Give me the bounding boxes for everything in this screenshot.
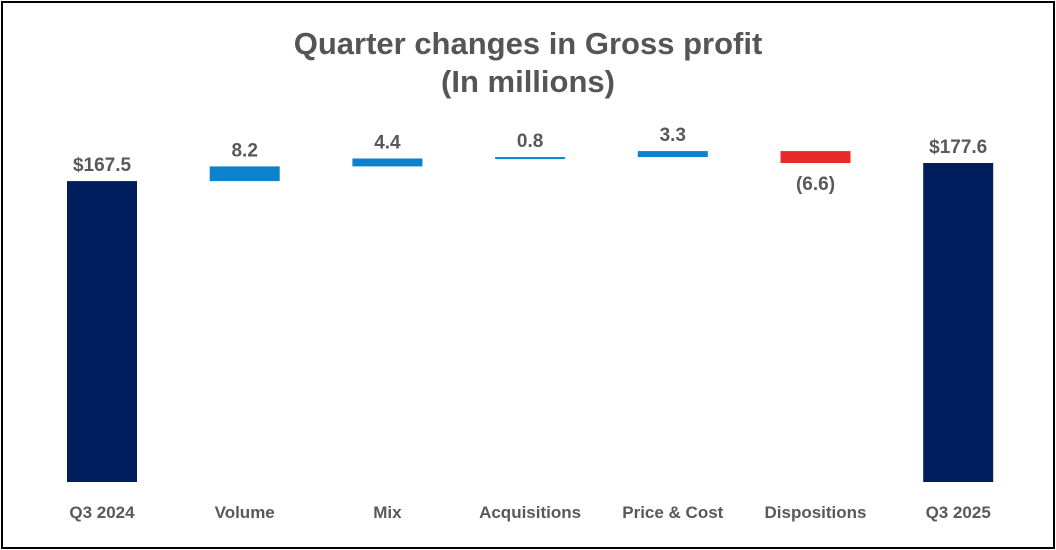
chart-subtitle-line: (In millions) (441, 64, 615, 99)
bar-acquisitions (495, 157, 566, 160)
data-label: 4.4 (374, 133, 401, 154)
category-label: Q3 2025 (926, 503, 991, 522)
category-label: Acquisitions (479, 503, 581, 522)
category-label: Dispositions (764, 503, 866, 522)
bar-dispositions (780, 151, 851, 163)
chart-title-line: Quarter changes in Gross profit (293, 26, 763, 61)
bar-volume (209, 166, 280, 182)
category-label: Mix (373, 503, 402, 522)
bar-price-cost (637, 151, 708, 157)
category-label: Price & Cost (622, 503, 723, 522)
waterfall-chart: $167.5 Q3 2024 8.2 Volume 4.4 Mix 0.8 Acquisiti… (67, 125, 994, 522)
data-label: 0.8 (517, 131, 543, 152)
chart-title: Quarter changes in Gross profit (In mill… (3, 25, 1053, 101)
data-label: $167.5 (73, 155, 132, 176)
data-label: 8.2 (231, 140, 257, 161)
category-label: Volume (215, 503, 275, 522)
data-label: $177.6 (929, 137, 987, 158)
data-label: (6.6) (796, 174, 835, 195)
category-label: Q3 2024 (69, 503, 135, 522)
bar-mix (352, 158, 423, 167)
bar-q3-2024 (67, 181, 137, 482)
bar-q3-2025 (923, 163, 994, 482)
data-label: 3.3 (660, 125, 686, 146)
